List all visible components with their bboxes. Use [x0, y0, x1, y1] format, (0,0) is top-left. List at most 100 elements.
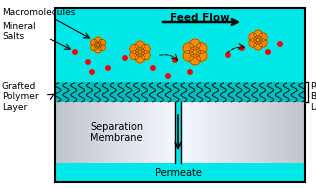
Circle shape [240, 46, 244, 50]
Bar [133, 102, 136, 163]
Bar [161, 102, 163, 163]
Bar [204, 102, 206, 163]
Bar [255, 102, 258, 163]
Circle shape [183, 50, 194, 61]
Bar [113, 102, 116, 163]
Bar [198, 102, 200, 163]
Bar [239, 102, 241, 163]
Bar [155, 102, 157, 163]
Bar [173, 102, 175, 163]
Bar [105, 102, 107, 163]
Bar [202, 102, 204, 163]
Bar [301, 102, 303, 163]
Text: Macromolecules: Macromolecules [2, 8, 76, 17]
Bar [123, 102, 125, 163]
Bar [231, 102, 233, 163]
Circle shape [254, 42, 262, 50]
Bar [135, 102, 137, 163]
Bar [235, 102, 237, 163]
Bar [151, 102, 154, 163]
Circle shape [99, 39, 105, 46]
Bar [258, 102, 260, 163]
Bar [67, 102, 70, 163]
Circle shape [99, 44, 105, 51]
Circle shape [190, 54, 200, 65]
Bar [284, 102, 287, 163]
Bar [228, 102, 231, 163]
Bar [262, 102, 264, 163]
Bar [270, 102, 272, 163]
Bar [129, 102, 131, 163]
Bar [216, 102, 219, 163]
Bar [237, 102, 239, 163]
Bar [293, 102, 295, 163]
Bar [297, 102, 299, 163]
Bar [99, 102, 101, 163]
Circle shape [94, 46, 101, 53]
Bar [289, 102, 291, 163]
Bar [87, 102, 89, 163]
Bar [91, 102, 94, 163]
Bar [65, 102, 68, 163]
Bar [79, 102, 82, 163]
Bar [85, 102, 88, 163]
Text: Grafted
Polymer
Layer: Grafted Polymer Layer [2, 82, 39, 112]
Circle shape [259, 33, 267, 41]
Bar [241, 102, 244, 163]
Circle shape [91, 39, 97, 46]
Circle shape [90, 70, 94, 74]
Circle shape [183, 43, 194, 54]
Bar [191, 102, 194, 163]
Bar [81, 102, 83, 163]
Circle shape [173, 58, 177, 62]
Circle shape [190, 39, 200, 50]
Bar [89, 102, 92, 163]
Circle shape [266, 50, 270, 54]
Bar [109, 102, 112, 163]
Circle shape [91, 44, 97, 51]
Circle shape [249, 33, 257, 41]
Circle shape [249, 39, 257, 47]
Bar [97, 102, 100, 163]
Bar [253, 102, 256, 163]
Bar [272, 102, 275, 163]
Circle shape [135, 54, 145, 63]
Bar [286, 102, 289, 163]
Bar [77, 102, 80, 163]
Circle shape [254, 36, 262, 44]
Bar [143, 102, 145, 163]
Bar [61, 102, 64, 163]
Text: Polymer
Brush
Layer: Polymer Brush Layer [310, 82, 316, 112]
Circle shape [188, 70, 192, 74]
Bar [131, 102, 133, 163]
Bar [137, 102, 139, 163]
Bar [171, 102, 173, 163]
Bar [83, 102, 86, 163]
Bar [278, 102, 281, 163]
Circle shape [226, 53, 230, 57]
Circle shape [94, 37, 101, 44]
Text: Separation
Membrane: Separation Membrane [90, 122, 143, 143]
Bar [119, 102, 121, 163]
Bar [208, 102, 210, 163]
Bar [210, 102, 212, 163]
Bar [200, 102, 202, 163]
Bar [159, 102, 161, 163]
Bar [55, 82, 305, 102]
Bar [103, 102, 106, 163]
Bar [175, 102, 181, 163]
Bar [181, 102, 184, 163]
Bar [224, 102, 227, 163]
Circle shape [151, 66, 155, 70]
Circle shape [166, 74, 170, 78]
Circle shape [196, 50, 207, 61]
Bar [117, 102, 119, 163]
Bar [274, 102, 276, 163]
Bar [189, 102, 192, 163]
Bar [93, 102, 95, 163]
Bar [303, 102, 306, 163]
Bar [280, 102, 283, 163]
Circle shape [130, 51, 139, 60]
Bar [153, 102, 155, 163]
Bar [71, 102, 74, 163]
